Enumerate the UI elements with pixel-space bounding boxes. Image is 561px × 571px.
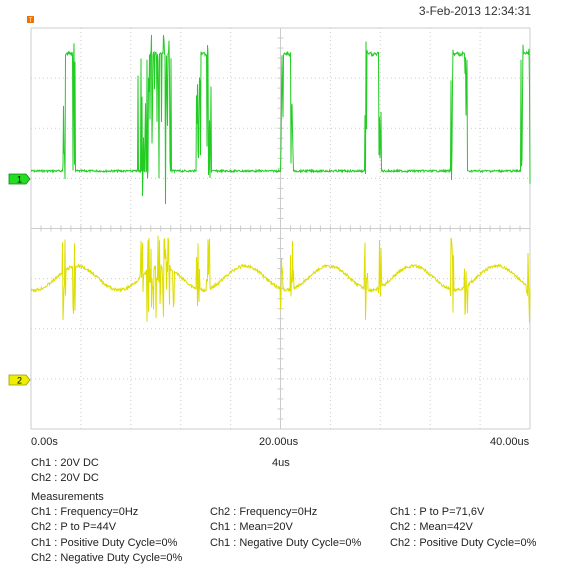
ch1-setting: Ch1 : 20V DC	[31, 457, 99, 469]
measurement-item: Ch1 : Mean=20V	[210, 521, 293, 533]
measurement-item: Ch2 : Positive Duty Cycle=0%	[390, 537, 537, 549]
trigger-marker: T	[27, 16, 34, 24]
capture-datetime: 3-Feb-2013 12:34:31	[418, 4, 531, 18]
measurement-item: Ch1 : Frequency=0Hz	[31, 506, 139, 518]
ch1-waveform	[30, 34, 531, 205]
measurement-item: Ch2 : Mean=42V	[390, 521, 473, 533]
measurement-item: Ch2 : Frequency=0Hz	[210, 506, 318, 518]
measurement-item: Ch2 : P to P=44V	[31, 521, 117, 533]
timebase-per-div: 4us	[272, 457, 290, 469]
ch2-marker[interactable]: 2	[8, 374, 31, 386]
graticule	[30, 27, 531, 430]
ch2-setting: Ch2 : 20V DC	[31, 472, 99, 484]
svg-text:T: T	[29, 18, 33, 24]
time-tick-end: 40.00us	[490, 436, 530, 448]
measurement-item: Ch2 : Negative Duty Cycle=0%	[31, 552, 183, 564]
measurement-item: Ch1 : Positive Duty Cycle=0%	[31, 537, 178, 549]
oscilloscope-display: T 1 2	[8, 16, 531, 430]
measurements-title: Measurements	[31, 491, 104, 503]
measurement-item: Ch1 : Negative Duty Cycle=0%	[210, 537, 362, 549]
measurement-item: Ch1 : P to P=71,6V	[390, 506, 485, 518]
ch1-marker-label: 1	[17, 175, 22, 185]
time-tick-start: 0.00s	[31, 436, 58, 448]
ch1-marker[interactable]: 1	[8, 173, 31, 185]
ch2-marker-label: 2	[17, 376, 22, 386]
ch2-waveform	[30, 235, 531, 323]
time-tick-mid: 20.00us	[259, 436, 299, 448]
